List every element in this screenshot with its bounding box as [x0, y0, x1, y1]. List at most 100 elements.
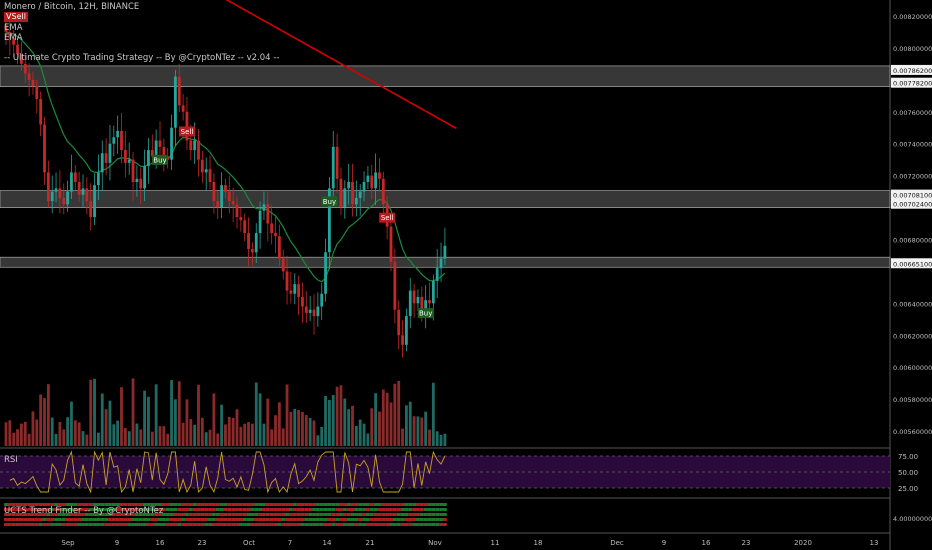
trend-finder-cell [335, 508, 339, 511]
candle-body [304, 306, 308, 313]
trend-finder-cell [154, 503, 159, 506]
trend-finder-cell [339, 513, 343, 516]
trend-finder-cell [354, 503, 359, 506]
trend-finder-cell [254, 503, 259, 506]
volume-bar [147, 396, 150, 446]
trend-finder-cell [204, 508, 209, 511]
trend-finder-cell [115, 523, 120, 526]
candle-body [220, 185, 223, 208]
trend-finder-cell [273, 503, 278, 506]
trend-finder-cell [238, 518, 243, 521]
trend-finder-cell [369, 518, 374, 521]
trend-finder-cell [135, 523, 139, 526]
candle-body [227, 191, 231, 202]
candle-body [443, 245, 447, 259]
trend-finder-cell [373, 513, 378, 516]
trend-finder-cell [119, 503, 124, 506]
volume-bar [289, 411, 293, 446]
trend-finder-cell [304, 503, 309, 506]
trend-finder-cell [296, 513, 301, 516]
trend-finder-cell [358, 518, 363, 521]
trend-finder-cell [15, 523, 20, 526]
trend-finder-cell [169, 503, 174, 506]
trend-finder-cell [88, 523, 93, 526]
candle-body [66, 191, 69, 205]
trend-finder-cell [169, 513, 174, 516]
volume-bar [285, 384, 289, 446]
trend-finder-cell [265, 503, 270, 506]
trend-finder-cell [23, 518, 28, 521]
trend-finder-cell [42, 508, 47, 511]
trend-finder-cell [250, 513, 255, 516]
trend-finder-cell [73, 523, 78, 526]
trend-finder-cell [200, 503, 205, 506]
trend-finder-cell [435, 523, 440, 526]
trend-finder-cell [339, 523, 343, 526]
trend-finder-cell [323, 508, 328, 511]
trend-finder-cell [58, 518, 62, 521]
trend-finder-cell [219, 518, 224, 521]
trend-finder-cell [416, 518, 420, 521]
trend-finder-cell [108, 513, 112, 516]
trend-finder-cell [362, 508, 366, 511]
candle-body [150, 150, 154, 157]
sell-signal-label: Sell [181, 128, 194, 136]
candle-body [258, 210, 262, 234]
trend-finder-cell [34, 523, 39, 526]
volume-bar [254, 382, 258, 446]
candle-body [435, 268, 439, 281]
trend-finder-cell [158, 513, 162, 516]
candle-body [197, 140, 200, 160]
trend-finder-cell [439, 513, 443, 516]
trend-finder-cell [34, 518, 39, 521]
trend-finder-cell [212, 508, 216, 511]
volume-bar [158, 426, 162, 446]
trend-finder-cell [254, 518, 259, 521]
candle-body [46, 172, 50, 202]
trend-finder-cell [135, 518, 139, 521]
volume-bar [443, 433, 447, 446]
trend-finder-cell [169, 523, 174, 526]
trend-finder-cell [223, 518, 228, 521]
trend-finder-cell [65, 523, 70, 526]
trend-finder-cell [339, 508, 343, 511]
trend-finder-cell [165, 508, 170, 511]
volume-bar [304, 415, 308, 446]
candle-body [131, 159, 135, 182]
candle-body [401, 335, 404, 345]
volume-bar [66, 417, 69, 446]
trend-finder-cell [127, 518, 132, 521]
trend-finder-cell [104, 503, 108, 506]
trend-finder-cell [412, 518, 416, 521]
trend-finder-cell [335, 523, 339, 526]
trend-finder-cell [38, 508, 43, 511]
trend-finder-cell [196, 523, 201, 526]
trend-finder-cell [7, 518, 12, 521]
volume-bar [378, 411, 381, 446]
trend-finder-cell [123, 508, 128, 511]
trend-finder-cell [208, 503, 212, 506]
trend-finder-cell [250, 518, 255, 521]
trend-finder-cell [31, 518, 35, 521]
trend-finder-cell [100, 523, 105, 526]
trend-finder-cell [192, 503, 197, 506]
trend-finder-cell [443, 503, 447, 506]
volume-bar [208, 429, 212, 446]
time-axis-label: 21 [366, 539, 375, 547]
sell-signal-label: Sell [381, 214, 394, 222]
trend-finder-cell [358, 513, 363, 516]
trend-finder-cell [308, 503, 313, 506]
trend-finder-cell [27, 523, 31, 526]
trend-finder-cell [81, 503, 85, 506]
time-axis-label: 9 [662, 539, 666, 547]
trend-finder-cell [84, 503, 89, 506]
candle-body [420, 296, 424, 310]
trend-finder-axis-label: 4.00000000 [893, 515, 932, 523]
candle-body [366, 175, 370, 182]
trend-finder-cell [19, 518, 24, 521]
candle-body [27, 73, 31, 80]
candle-body [266, 204, 270, 224]
trend-finder-cell [81, 513, 85, 516]
candle-body [281, 258, 285, 272]
